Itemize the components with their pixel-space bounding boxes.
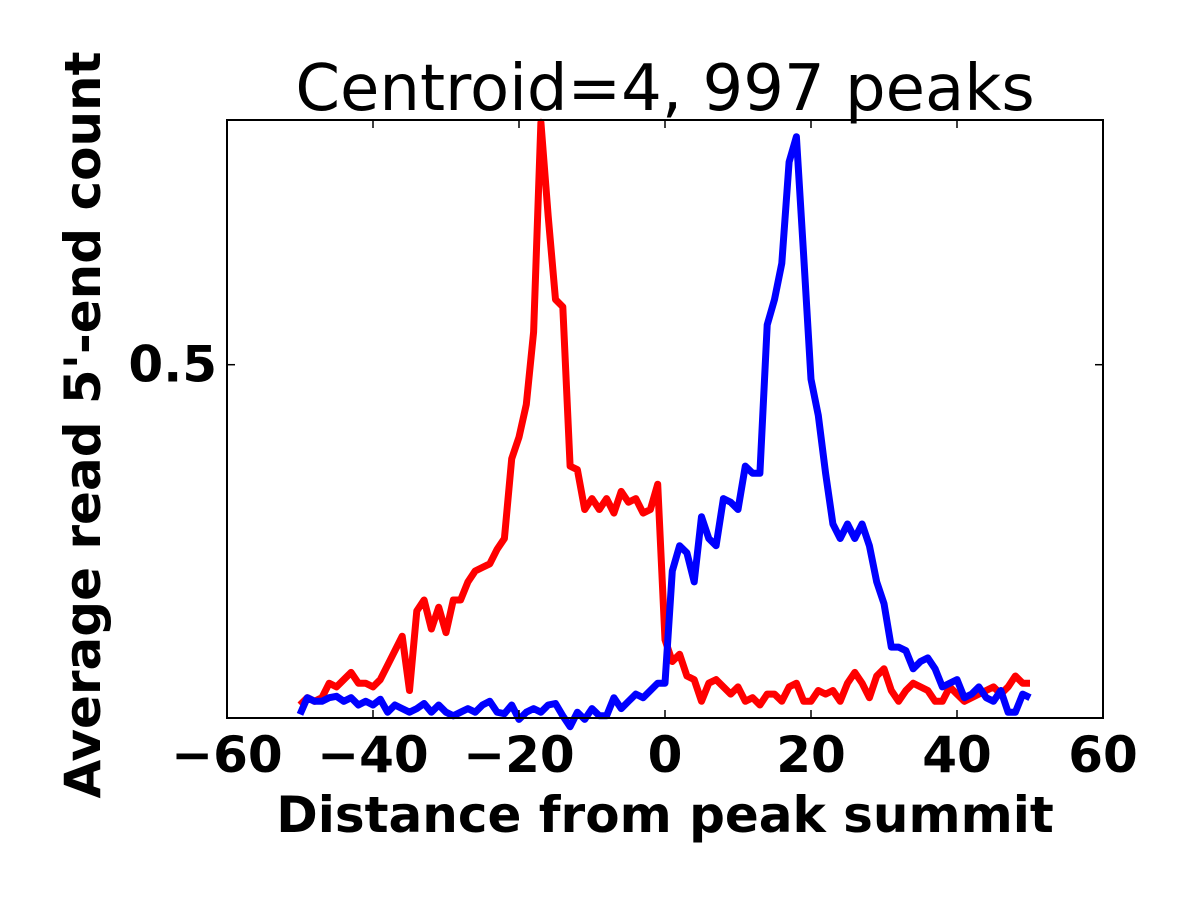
x-axis-label: Distance from peak summit — [276, 786, 1054, 844]
x-tick-label: −60 — [171, 726, 282, 784]
x-tick-label: 20 — [776, 726, 846, 784]
x-tick-label: 40 — [922, 726, 992, 784]
x-tick-label: −20 — [463, 726, 574, 784]
x-tick-label: −40 — [317, 726, 428, 784]
series-layer — [296, 118, 1032, 731]
red-series-line — [297, 118, 1030, 709]
y-axis-label: Average read 5'-end count — [54, 51, 112, 798]
x-tick-label: 0 — [648, 726, 683, 784]
blue-series-line — [296, 133, 1032, 731]
x-tick-label: 60 — [1068, 726, 1138, 784]
tick-layer: −60 −40 −20 0 20 40 60 0.5 — [128, 120, 1138, 784]
chart-title: Centroid=4, 997 peaks — [295, 52, 1034, 126]
y-tick-label: 0.5 — [128, 336, 217, 394]
